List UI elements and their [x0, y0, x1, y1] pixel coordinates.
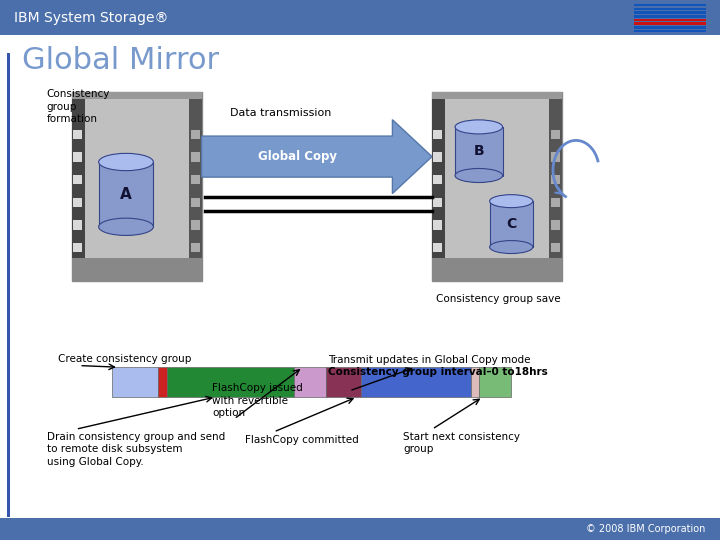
Bar — [552, 220, 560, 230]
Bar — [7, 53, 10, 517]
Bar — [158, 367, 166, 397]
Bar — [634, 30, 706, 32]
Text: Drain consistency group and send
to remote disk subsystem
using Global Copy.: Drain consistency group and send to remo… — [47, 432, 225, 467]
Bar — [192, 152, 200, 162]
Ellipse shape — [490, 241, 533, 254]
Bar — [192, 175, 200, 185]
Bar — [73, 130, 82, 139]
Bar — [552, 152, 560, 162]
Bar — [72, 258, 202, 281]
Text: Data transmission: Data transmission — [230, 109, 331, 118]
Ellipse shape — [490, 195, 533, 208]
Bar — [552, 198, 560, 207]
Text: Create consistency group: Create consistency group — [58, 354, 191, 364]
Text: Consistency group save: Consistency group save — [436, 294, 560, 305]
Bar — [433, 130, 442, 139]
Bar — [471, 367, 480, 397]
Bar — [634, 11, 706, 14]
Polygon shape — [202, 120, 432, 193]
Bar — [433, 220, 442, 230]
Bar — [326, 367, 361, 397]
Bar — [433, 152, 442, 162]
Bar — [73, 220, 82, 230]
Bar — [73, 175, 82, 185]
Bar — [361, 367, 471, 397]
Bar — [85, 92, 189, 281]
Bar — [634, 8, 706, 10]
Text: Consistency
group
formation: Consistency group formation — [47, 89, 110, 124]
Bar — [99, 162, 153, 227]
Text: B: B — [474, 144, 484, 158]
Text: IBM System Storage®: IBM System Storage® — [14, 11, 168, 25]
Text: A: A — [120, 187, 132, 202]
Bar — [433, 198, 442, 207]
Bar — [432, 258, 562, 281]
Bar — [73, 243, 82, 252]
Bar — [294, 367, 326, 397]
Bar — [0, 518, 720, 540]
Bar — [480, 367, 511, 397]
Ellipse shape — [99, 218, 153, 235]
Bar — [192, 130, 200, 139]
Text: Consistency group interval–0 to18hrs: Consistency group interval–0 to18hrs — [328, 367, 547, 377]
Text: © 2008 IBM Corporation: © 2008 IBM Corporation — [586, 524, 706, 534]
Bar — [552, 130, 560, 139]
Bar — [634, 22, 706, 25]
Text: Global Copy: Global Copy — [258, 150, 336, 163]
Bar — [73, 152, 82, 162]
Bar — [112, 367, 158, 397]
Bar — [433, 243, 442, 252]
Bar — [432, 92, 562, 281]
Text: Global Mirror: Global Mirror — [22, 46, 219, 75]
Bar — [634, 15, 706, 18]
Bar — [73, 198, 82, 207]
Bar — [634, 19, 706, 21]
Text: Transmit updates in Global Copy mode: Transmit updates in Global Copy mode — [328, 355, 530, 366]
Bar — [432, 92, 562, 99]
Bar — [72, 92, 85, 281]
Bar — [432, 92, 445, 281]
Bar — [490, 201, 533, 247]
Bar — [0, 0, 720, 35]
Bar — [634, 4, 706, 6]
Text: Start next consistency
group: Start next consistency group — [403, 432, 521, 454]
Bar — [189, 92, 202, 281]
Bar — [552, 243, 560, 252]
Bar — [72, 92, 202, 281]
Bar — [166, 367, 294, 397]
Text: FlashCopy committed: FlashCopy committed — [245, 435, 359, 445]
Ellipse shape — [455, 120, 503, 134]
Text: C: C — [506, 217, 516, 231]
Bar — [549, 92, 562, 281]
Bar — [634, 26, 706, 29]
Text: FlashCopy issued
with revertible
option: FlashCopy issued with revertible option — [212, 383, 303, 418]
Bar — [445, 92, 549, 281]
Bar — [192, 243, 200, 252]
Bar — [455, 127, 503, 176]
Ellipse shape — [99, 153, 153, 171]
Bar — [192, 198, 200, 207]
Bar — [72, 92, 202, 99]
Bar — [192, 220, 200, 230]
Ellipse shape — [455, 168, 503, 183]
Bar — [552, 175, 560, 185]
Bar — [433, 175, 442, 185]
